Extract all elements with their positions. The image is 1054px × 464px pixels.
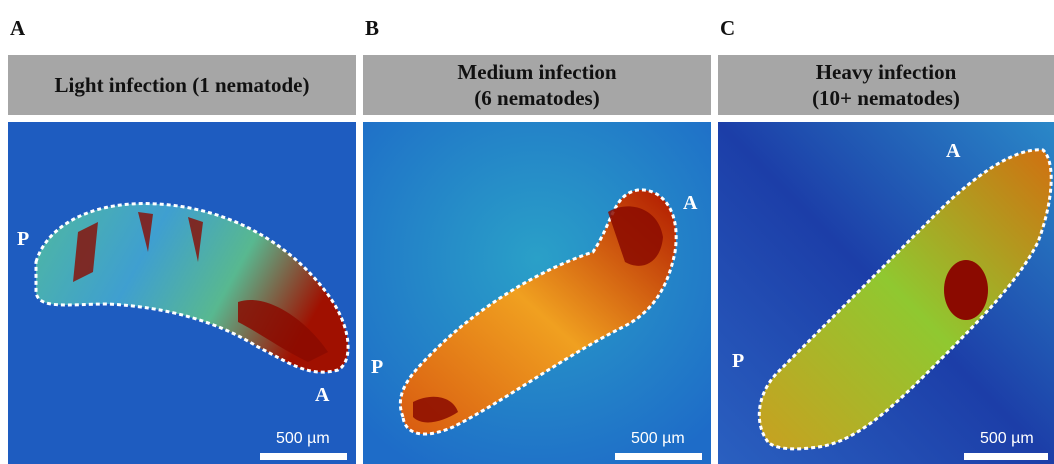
orientation-label: P — [371, 356, 383, 379]
scale-bar — [964, 453, 1048, 460]
panel-header: Heavy infection (10+ nematodes) — [718, 55, 1054, 115]
micrograph: P A 500 µm — [718, 122, 1054, 464]
scale-bar — [615, 453, 702, 460]
panel-header: Medium infection (6 nematodes) — [363, 55, 711, 115]
header-line: Heavy infection — [816, 59, 957, 85]
micrograph: P A 500 µm — [363, 122, 711, 464]
micrograph: P A 500 µm — [8, 122, 356, 464]
orientation-label: A — [946, 140, 960, 163]
panel-letter: A — [10, 16, 25, 41]
micrograph-image — [718, 122, 1054, 464]
header-line: (10+ nematodes) — [812, 85, 960, 111]
orientation-label: A — [315, 384, 329, 407]
orientation-label: P — [732, 350, 744, 373]
header-line: Medium infection — [457, 59, 616, 85]
scale-bar-label: 500 µm — [276, 430, 330, 448]
header-line: Light infection (1 nematode) — [55, 72, 310, 98]
orientation-label: P — [17, 228, 29, 251]
micrograph-image — [8, 122, 356, 464]
panel-letter: C — [720, 16, 735, 41]
scale-bar — [260, 453, 347, 460]
micrograph-image — [363, 122, 711, 464]
orientation-label: A — [683, 192, 697, 215]
panel-letter: B — [365, 16, 379, 41]
panel-header: Light infection (1 nematode) — [8, 55, 356, 115]
figure: A Light infection (1 nematode) P A 500 µ… — [0, 0, 1054, 464]
header-line: (6 nematodes) — [474, 85, 599, 111]
scale-bar-label: 500 µm — [631, 430, 685, 448]
infected-region — [944, 260, 988, 320]
scale-bar-label: 500 µm — [980, 430, 1034, 448]
